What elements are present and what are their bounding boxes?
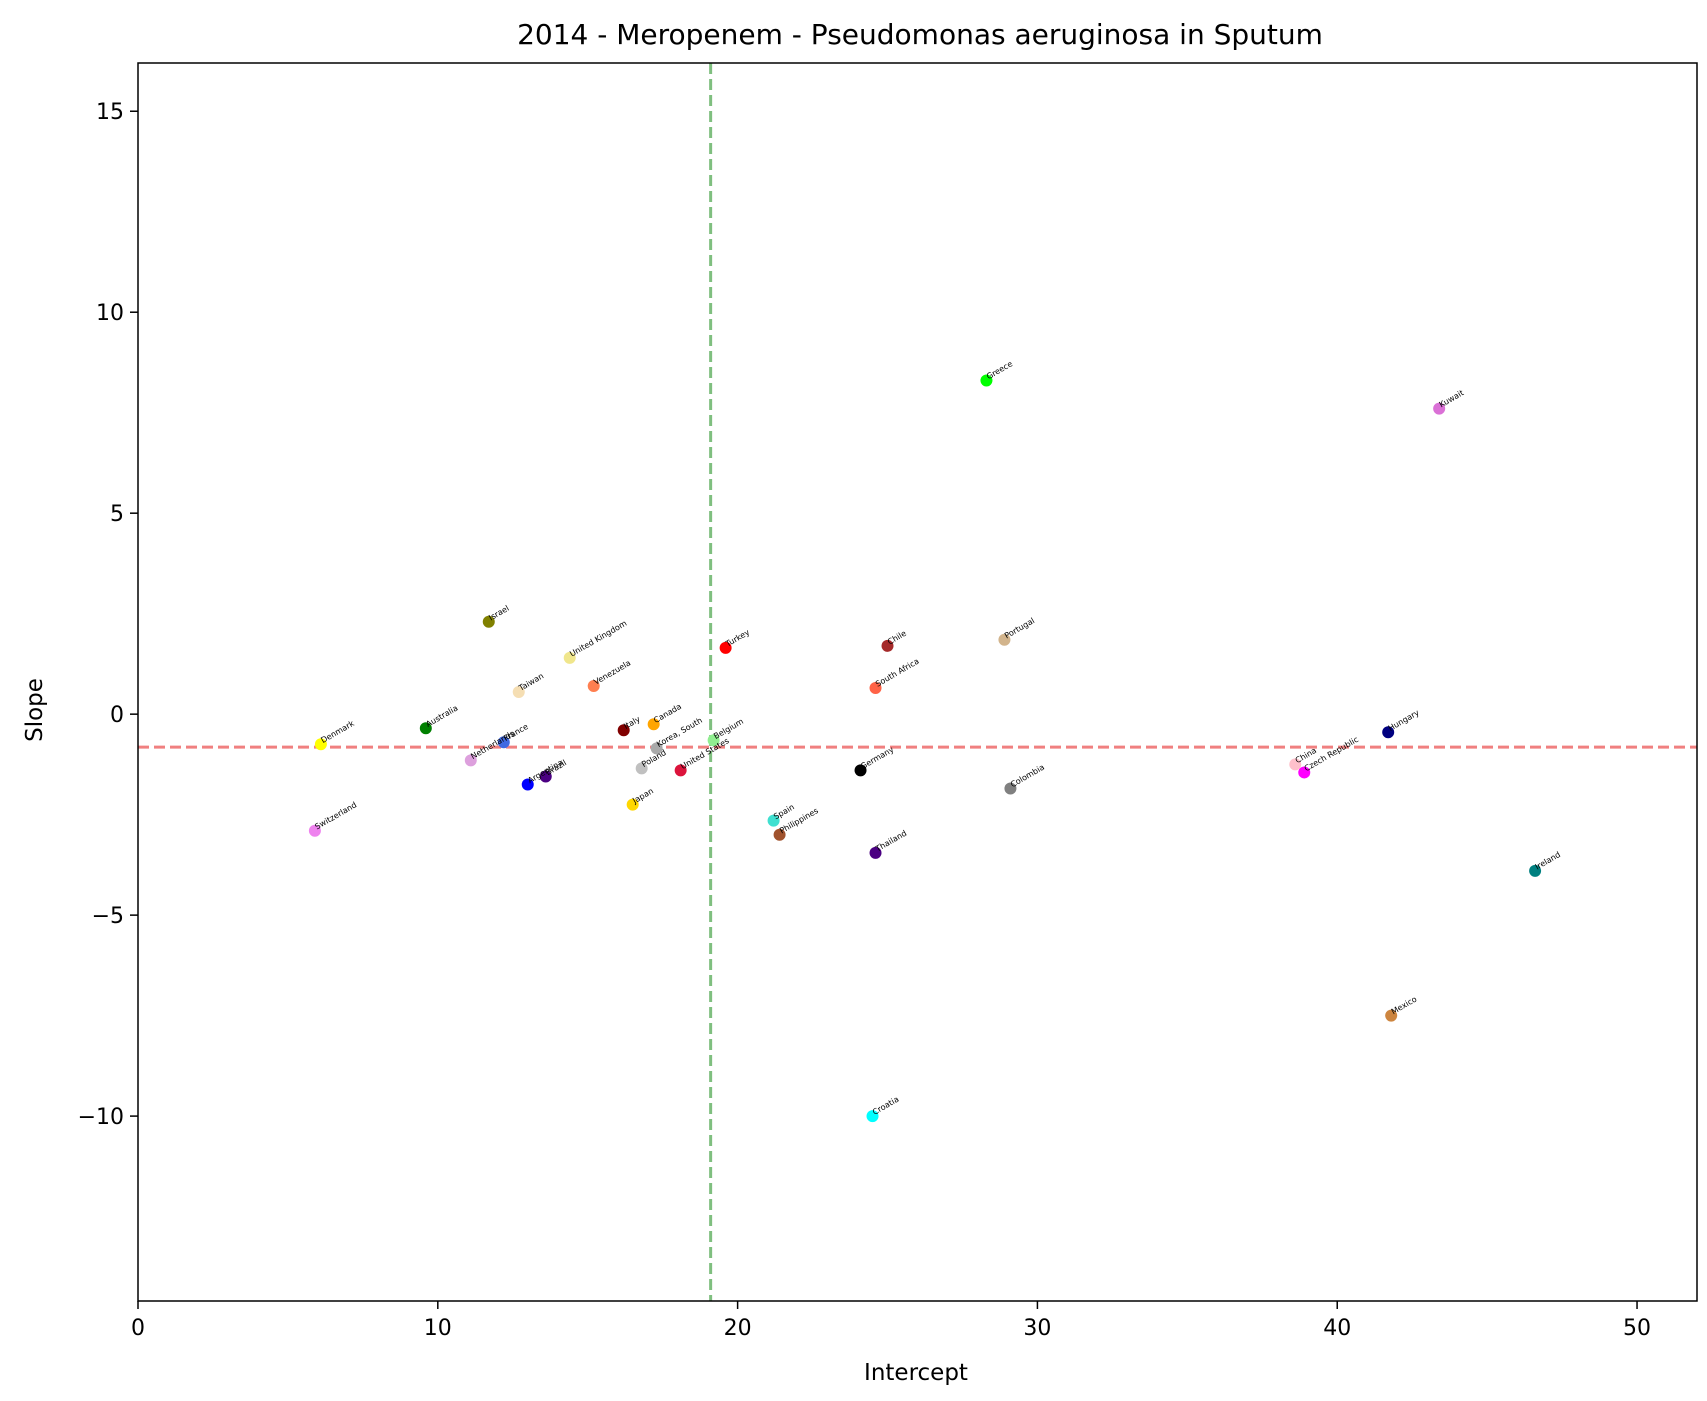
point-portugal <box>998 633 1011 646</box>
point-colombia <box>1004 782 1017 795</box>
point-united-kingdom <box>563 651 576 664</box>
point-label-united-states: United States <box>679 736 730 771</box>
point-france <box>497 736 510 749</box>
point-brazil <box>539 770 552 783</box>
chart-title: 2014 - Meropenem - Pseudomonas aeruginos… <box>517 18 1323 51</box>
point-label-japan: Japan <box>630 786 655 805</box>
point-belgium <box>707 734 720 747</box>
x-axis-label: Intercept <box>864 1360 968 1386</box>
point-venezuela <box>587 680 600 693</box>
point-label-ireland: Ireland <box>1534 850 1562 872</box>
point-kuwait <box>1433 402 1446 415</box>
point-mexico <box>1385 1009 1398 1022</box>
data-points <box>308 374 1542 1123</box>
point-argentina <box>521 778 534 791</box>
reference-lines <box>138 63 1697 1301</box>
point-japan <box>626 798 639 811</box>
x-axis: 0 10 20 30 40 50 <box>131 1301 1651 1341</box>
point-china <box>1289 758 1302 771</box>
point-label-chile: Chile <box>886 629 908 647</box>
point-label-germany: Germany <box>859 745 896 771</box>
point-italy <box>617 724 630 737</box>
point-philippines <box>773 828 786 841</box>
point-label-venezuela: Venezuela <box>592 658 632 686</box>
point-thailand <box>869 846 882 859</box>
y-tick-label: 5 <box>110 502 124 527</box>
y-axis: 15 10 5 0 −5 −10 <box>78 100 138 1130</box>
point-label-israel: Israel <box>487 604 510 623</box>
x-tick-label: 50 <box>1623 1316 1651 1341</box>
point-label-thailand: Thailand <box>873 829 908 854</box>
point-netherlands <box>464 754 477 767</box>
point-label-hungary: Hungary <box>1387 708 1421 733</box>
point-label-kuwait: Kuwait <box>1438 388 1466 409</box>
point-label-colombia: Colombia <box>1009 763 1046 790</box>
point-label-portugal: Portugal <box>1003 616 1036 640</box>
point-label-denmark: Denmark <box>319 719 356 745</box>
y-axis-label: Slope <box>22 678 48 742</box>
y-tick-label: 0 <box>110 703 124 728</box>
point-taiwan <box>512 686 525 699</box>
point-ireland <box>1529 864 1542 877</box>
point-turkey <box>719 641 732 654</box>
point-label-mexico: Mexico <box>1390 995 1419 1017</box>
x-tick-label: 30 <box>1023 1316 1051 1341</box>
point-label-united-kingdom: United Kingdom <box>568 619 628 659</box>
plot-frame <box>137 62 1698 1302</box>
y-tick-label: 15 <box>96 100 124 125</box>
point-label-australia: Australia <box>424 703 459 729</box>
point-label-turkey: Turkey <box>723 628 751 649</box>
point-spain <box>767 814 780 827</box>
x-tick-label: 40 <box>1323 1316 1351 1341</box>
y-tick-label: −5 <box>92 904 124 929</box>
y-tick-label: −10 <box>78 1105 124 1130</box>
plot-area: Greece Kuwait Israel United Kingdom Turkey Ch… <box>137 62 1698 1302</box>
point-label-south-africa: South Africa <box>874 657 921 689</box>
point-greece <box>980 374 993 387</box>
point-poland <box>635 762 648 775</box>
point-croatia <box>866 1110 879 1123</box>
point-denmark <box>314 738 327 751</box>
point-label-croatia: Croatia <box>871 1095 900 1117</box>
point-czech-republic <box>1298 766 1311 779</box>
point-label-canada: Canada <box>652 702 683 725</box>
point-label-belgium: Belgium <box>712 717 745 741</box>
point-israel <box>482 615 495 628</box>
point-canada <box>647 718 660 731</box>
point-south-africa <box>869 682 882 695</box>
point-germany <box>854 764 867 777</box>
y-tick-label: 10 <box>96 301 124 326</box>
x-tick-label: 20 <box>724 1316 752 1341</box>
point-switzerland <box>308 824 321 837</box>
point-australia <box>419 722 432 735</box>
point-hungary <box>1382 726 1395 739</box>
point-chile <box>881 639 894 652</box>
point-label-greece: Greece <box>985 359 1014 381</box>
point-label-italy: Italy <box>622 714 642 731</box>
point-labels: Greece Kuwait Israel United Kingdom Turkey Ch… <box>313 359 1562 1117</box>
x-tick-label: 10 <box>424 1316 452 1341</box>
point-label-taiwan: Taiwan <box>516 671 545 693</box>
x-tick-label: 0 <box>131 1316 145 1341</box>
point-korea-south <box>650 742 663 755</box>
point-united-states <box>674 764 687 777</box>
point-label-switzerland: Switzerland <box>313 800 358 831</box>
